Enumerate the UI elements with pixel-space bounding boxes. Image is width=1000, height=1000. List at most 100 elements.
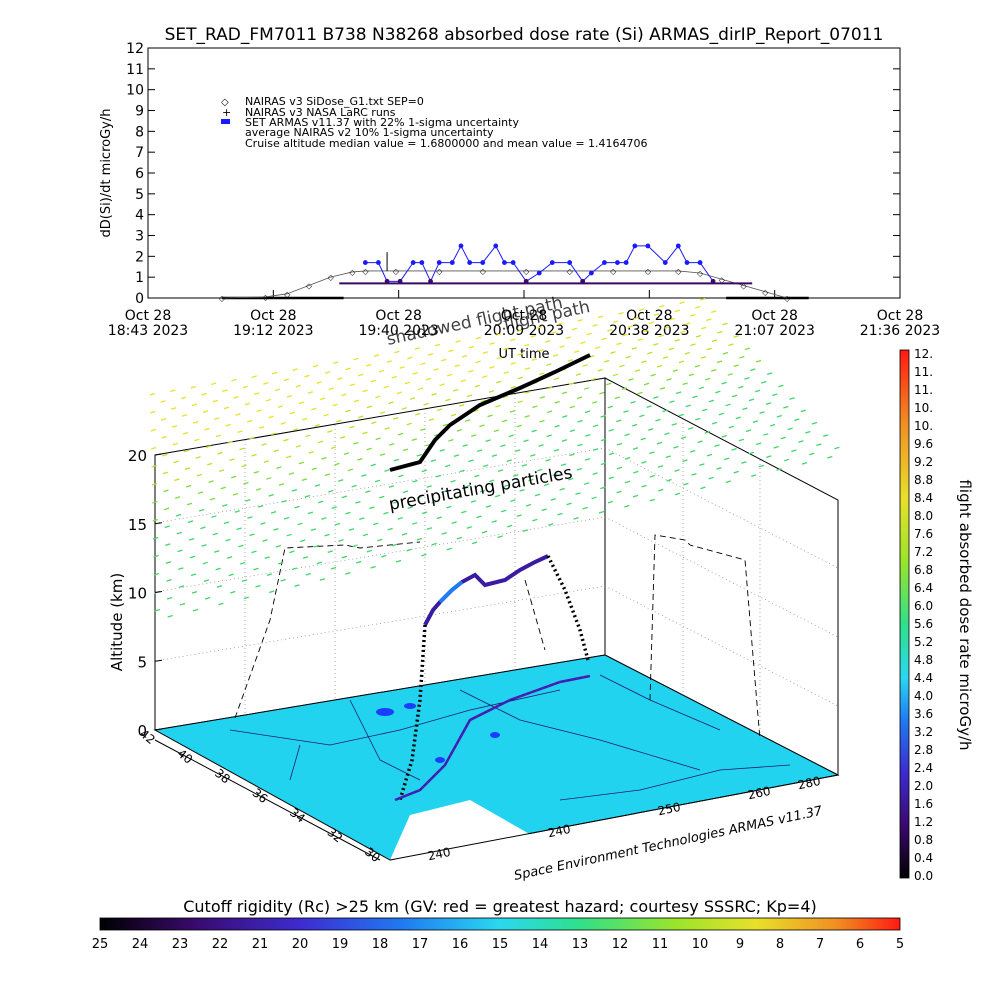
- colorbar-right-tick-label: 8.4: [914, 491, 933, 505]
- particle-mark: [666, 378, 672, 381]
- particle-mark: [161, 435, 167, 439]
- particle-mark: [470, 434, 477, 437]
- particle-mark: [291, 489, 298, 492]
- particle-mark: [255, 584, 261, 588]
- particle-mark: [456, 428, 463, 432]
- particle-mark: [590, 377, 597, 381]
- x-tick-time: 20:09 2023: [484, 323, 564, 339]
- nairas-v3-point: ◇: [567, 267, 574, 276]
- armas-point: [510, 260, 516, 265]
- particle-mark: [538, 349, 544, 352]
- colorbar-bottom-label: Cutoff rigidity (Rc) >25 km (GV: red = g…: [183, 897, 817, 916]
- flight-path-ascent: [398, 624, 427, 801]
- particle-mark: [243, 596, 249, 600]
- particle-mark: [647, 351, 653, 355]
- particle-mark: [280, 578, 286, 582]
- armas-point: [458, 243, 464, 249]
- nairas-v3-point: ◇: [719, 275, 726, 284]
- particle-mark: [341, 495, 347, 499]
- particle-mark: [247, 516, 253, 519]
- particle-mark: [370, 565, 376, 569]
- particle-mark: [476, 515, 482, 519]
- flight-path-3d: [389, 353, 591, 801]
- particle-mark: [251, 453, 257, 457]
- particle-mark: [461, 510, 467, 514]
- particle-mark: [698, 386, 705, 390]
- particle-mark: [646, 405, 652, 408]
- particle-mark: [639, 414, 645, 418]
- shadow-path-mid: [524, 579, 546, 651]
- colorbar-right-tick-label: 0.0: [914, 869, 933, 883]
- particle-mark: [592, 401, 598, 404]
- particle-mark: [816, 443, 822, 447]
- particle-mark: [231, 378, 237, 382]
- particle-mark: [394, 350, 400, 354]
- legend: ◇ NAIRAS v3 SiDose_G1.txt SEP=0 + NAIRAS…: [221, 95, 648, 150]
- particle-mark: [647, 428, 654, 431]
- colorbar-right-tick-label: 4.8: [914, 653, 933, 667]
- particle-mark: [665, 455, 671, 459]
- particle-mark: [577, 419, 583, 423]
- colorbar-right-tick-label: 6.4: [914, 581, 933, 595]
- particle-mark: [426, 485, 432, 488]
- particle-mark: [313, 544, 320, 548]
- particle-mark: [649, 498, 655, 502]
- particle-mark: [165, 543, 171, 546]
- particle-mark: [546, 434, 552, 438]
- particle-mark: [216, 585, 223, 588]
- particle-mark: [286, 533, 292, 537]
- particle-mark: [649, 451, 655, 455]
- particle-mark: [600, 438, 607, 442]
- particle-mark: [679, 330, 686, 334]
- particle-mark: [280, 422, 286, 425]
- colorbar-right-ticks: 12. 11. 11. 10. 10. 9.6 9.2 8.8 8.4 8.0 7.6 7.2 6.8 6…: [914, 347, 933, 883]
- colorbar-bottom-tick-label: 6: [856, 937, 864, 952]
- particle-mark: [235, 413, 241, 416]
- colorbar-right-tick-label: 0.4: [914, 851, 933, 865]
- particle-mark: [218, 602, 224, 606]
- particle-mark: [407, 506, 413, 509]
- colorbar-bottom-tick-label: 9: [736, 937, 744, 952]
- armas-point: [502, 260, 507, 265]
- particle-mark: [166, 596, 173, 600]
- particle-mark: [345, 367, 351, 371]
- x-tick-date: Oct 28: [877, 308, 923, 324]
- particle-mark: [421, 469, 427, 473]
- particle-mark: [308, 450, 314, 454]
- particle-mark: [404, 381, 411, 385]
- particle-mark: [794, 418, 800, 422]
- particle-mark: [745, 429, 752, 433]
- particle-mark: [524, 343, 530, 347]
- particle-mark: [334, 462, 340, 466]
- particle-mark: [317, 440, 324, 444]
- colorbar-right-tick-label: 4.4: [914, 671, 933, 685]
- particle-mark: [448, 349, 454, 353]
- particle-mark: [192, 608, 199, 612]
- particle-mark: [451, 521, 457, 525]
- particle-mark: [722, 322, 728, 326]
- particle-mark: [311, 407, 317, 411]
- particle-mark: [295, 444, 302, 448]
- particle-mark: [798, 440, 804, 443]
- particle-mark: [453, 454, 460, 458]
- particle-mark: [163, 489, 169, 493]
- particle-mark: [697, 440, 703, 444]
- particle-mark: [562, 415, 568, 418]
- particle-mark: [706, 318, 712, 322]
- particle-mark: [607, 500, 614, 504]
- particle-mark: [811, 421, 818, 425]
- armas-point: [662, 260, 668, 265]
- armas-point: [449, 260, 455, 265]
- colorbar-right-fill: [899, 349, 910, 879]
- particle-mark: [420, 362, 426, 366]
- particle-mark: [412, 479, 418, 483]
- particle-mark: [264, 556, 270, 559]
- particle-mark: [204, 427, 210, 431]
- particle-mark: [198, 508, 205, 512]
- particle-mark: [767, 372, 773, 376]
- particle-mark: [561, 439, 568, 442]
- particle-mark: [220, 486, 226, 490]
- particle-mark: [496, 356, 502, 360]
- particle-mark: [673, 445, 679, 449]
- particle-mark: [430, 459, 437, 462]
